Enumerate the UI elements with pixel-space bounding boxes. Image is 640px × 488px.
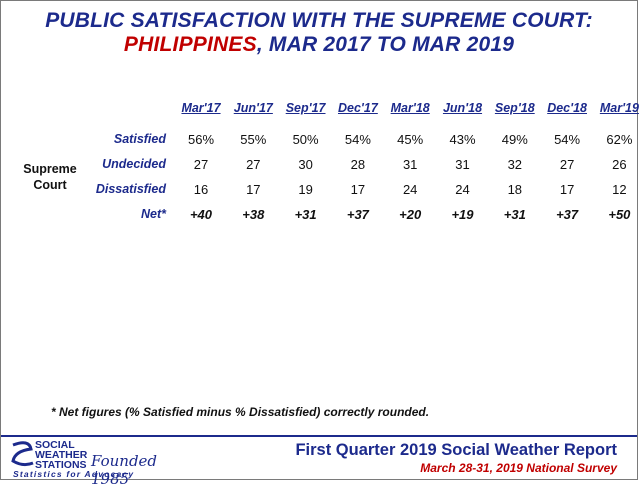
footnote: * Net figures (% Satisfied minus % Dissa… <box>51 405 430 419</box>
table-cell: 31 <box>455 157 470 172</box>
column-header: Sep'17 <box>285 101 326 115</box>
table-cell: 28 <box>350 157 366 172</box>
table-cell: 32 <box>507 157 523 172</box>
logo-line2: WEATHER <box>35 449 88 461</box>
table-cell: 55% <box>240 132 267 147</box>
column-header: Sep'18 <box>494 101 535 115</box>
table-cell: 17 <box>559 182 575 197</box>
column-header: Dec'18 <box>547 101 587 115</box>
table-cell: 17 <box>246 182 261 197</box>
table-cell: 56% <box>187 132 215 147</box>
report-title: First Quarter 2019 Social Weather Report <box>295 441 617 459</box>
table-cell: 17 <box>350 182 366 197</box>
table-cell: +19 <box>451 207 474 222</box>
chart-title-line1: PUBLIC SATISFACTION WITH THE SUPREME COU… <box>45 9 593 32</box>
table-cell: 43% <box>449 132 476 147</box>
logo-line1: SOCIAL <box>35 439 75 451</box>
table-cell: 18 <box>507 182 523 197</box>
title-country: PHILIPPINES <box>123 33 257 56</box>
table-cell: 27 <box>246 157 261 172</box>
column-header: Mar'18 <box>390 101 430 115</box>
table-cell: 62% <box>606 132 633 147</box>
column-header: Jun'17 <box>233 101 273 115</box>
row-label: Dissatisfied <box>95 182 166 196</box>
logo-text: SOCIAL WEATHER STATIONS <box>35 439 88 471</box>
table-cell: 24 <box>402 182 418 197</box>
table-cell: 54% <box>344 132 371 147</box>
column-header: Mar'17 <box>181 101 221 115</box>
table-cell: 49% <box>501 132 528 147</box>
column-header: Mar'19 <box>599 101 639 115</box>
row-label: Satisfied <box>113 132 166 146</box>
table-cell: 45% <box>397 132 424 147</box>
row-label: Undecided <box>102 157 166 171</box>
table-cell: 50% <box>292 132 319 147</box>
column-header: Jun'18 <box>442 101 483 115</box>
report-subtitle: March 28-31, 2019 National Survey <box>420 461 617 475</box>
chart-title-line2: PHILIPPINES, MAR 2017 TO MAR 2019 <box>1 33 637 57</box>
table-cell: +31 <box>503 207 526 222</box>
table-cell: +37 <box>346 207 369 222</box>
table-cell: +50 <box>608 207 631 222</box>
table-cell: 31 <box>402 157 418 172</box>
table-cell: 30 <box>298 157 313 172</box>
table-cell: +40 <box>189 207 213 222</box>
row-label: Net* <box>140 207 166 221</box>
table-cell: 27 <box>559 157 575 172</box>
table-cell: 27 <box>193 157 209 172</box>
table-cell: +31 <box>294 207 317 222</box>
table-cell: 16 <box>193 182 209 197</box>
table-cell: 12 <box>612 182 627 197</box>
group-label: Supreme Court <box>23 162 77 192</box>
column-header: Dec'17 <box>337 101 378 115</box>
table-cell: 19 <box>298 182 313 197</box>
title-date-range: , MAR 2017 TO MAR 2019 <box>256 33 515 56</box>
table-cell: +20 <box>399 207 422 222</box>
logo-swirl-icon <box>11 441 34 467</box>
logo-tagline: Statistics for Advocacy <box>13 469 135 479</box>
table-cell: +38 <box>242 207 265 222</box>
table-cell: +37 <box>556 207 579 222</box>
logo-line3: STATIONS <box>35 459 87 471</box>
footer-divider <box>1 435 637 437</box>
sws-logo: SOCIAL WEATHER STATIONS Founded 1985 Sta… <box>9 439 189 488</box>
table-cell: 26 <box>612 157 627 172</box>
table-cell: 54% <box>554 132 581 147</box>
table-cell: 24 <box>455 182 470 197</box>
